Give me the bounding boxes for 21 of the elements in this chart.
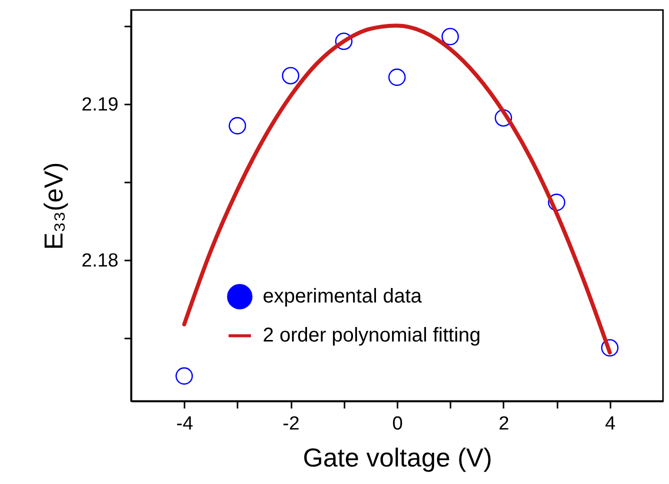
point [388,68,406,86]
point [282,66,300,84]
y-axis-title: E₃₃(eV) [38,162,69,250]
x-tick-label: -4 [176,414,194,434]
point [335,32,353,50]
point [228,117,246,134]
legend-label: experimental data [262,286,423,308]
point [548,194,566,212]
point [494,109,512,127]
x-tick-label: 4 [605,414,616,434]
x-tick-label: 0 [392,414,403,434]
x-axis-title: Gate voltage (V) [302,442,492,472]
y-tick-label: 2.18 [82,250,118,272]
point [441,28,459,46]
point [601,339,619,357]
x-tick-label: 2 [498,414,510,434]
y-tick-label: 2.19 [82,94,118,116]
legend-label: 2 order polynomial fitting [262,324,481,347]
point [175,367,193,385]
line-series [182,24,612,355]
x-tick-label: -2 [282,414,300,434]
